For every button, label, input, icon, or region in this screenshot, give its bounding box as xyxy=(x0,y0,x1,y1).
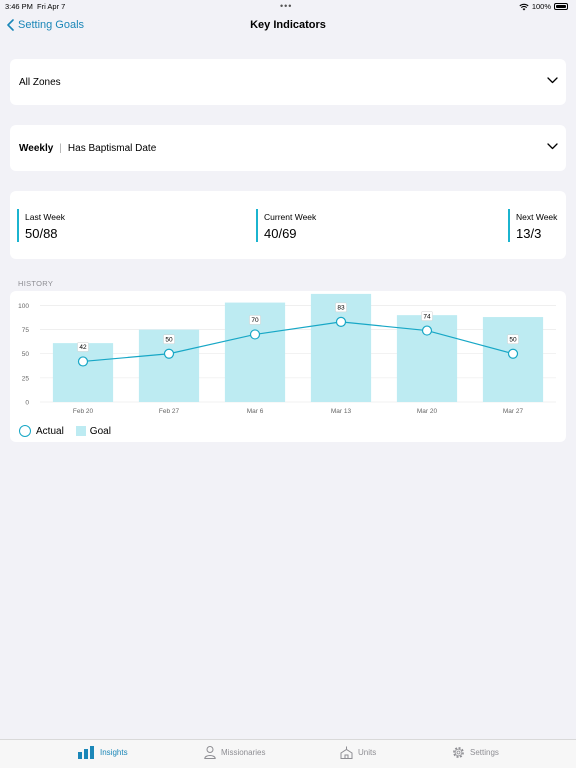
zone-dropdown-value: All Zones xyxy=(19,76,61,88)
data-label-box xyxy=(249,315,261,325)
kpi-value: 40/69 xyxy=(264,226,297,241)
y-tick-label: 75 xyxy=(22,327,30,334)
data-label: 42 xyxy=(79,344,87,351)
data-label-box xyxy=(77,342,89,352)
indicator-value: Has Baptismal Date xyxy=(67,142,157,154)
x-tick-label: Feb 20 xyxy=(73,408,94,415)
period-value: Weekly xyxy=(19,142,54,154)
tab-label: Insights xyxy=(100,748,128,757)
bar-chart-icon xyxy=(78,746,94,759)
actual-point xyxy=(77,356,89,367)
tab-units[interactable]: Units xyxy=(340,746,376,759)
actual-point xyxy=(249,329,261,340)
kpi-current-week: Current Week 40/69 xyxy=(256,209,316,242)
chevron-left-icon xyxy=(7,19,14,31)
kpi-label: Next Week xyxy=(516,212,558,222)
wifi-icon xyxy=(519,3,529,10)
battery-percent: 100% xyxy=(531,2,551,11)
tab-bar: Insights Missionaries Units Settings xyxy=(0,739,576,768)
x-tick-label: Feb 27 xyxy=(159,408,180,415)
y-tick-label: 100 xyxy=(18,303,29,310)
tab-settings[interactable]: Settings xyxy=(452,746,499,759)
status-date: Fri Apr 7 xyxy=(37,2,66,11)
kpi-value: 50/88 xyxy=(25,226,58,241)
dropdown-separator: | xyxy=(59,142,62,154)
kpi-label: Last Week xyxy=(25,212,66,222)
zone-dropdown[interactable]: All Zones xyxy=(10,59,566,105)
chart-legend: Actual Goal xyxy=(19,425,111,437)
status-time: 3:46 PM xyxy=(5,2,33,11)
data-label-box xyxy=(421,311,433,321)
actual-series-line xyxy=(82,321,514,363)
chapel-icon xyxy=(340,746,353,759)
data-label: 74 xyxy=(423,313,431,320)
person-icon xyxy=(204,746,216,759)
data-label: 83 xyxy=(337,305,345,312)
legend-goal-swatch xyxy=(75,426,86,436)
tab-missionaries[interactable]: Missionaries xyxy=(204,746,265,759)
tab-insights[interactable]: Insights xyxy=(78,746,128,759)
gear-icon xyxy=(453,747,464,758)
battery-icon xyxy=(554,3,568,10)
kpi-summary-card: Last Week 50/88 Current Week 40/69 Next … xyxy=(10,191,566,259)
legend-actual-label: Actual xyxy=(36,425,64,437)
goal-bar xyxy=(52,343,114,402)
indicator-dropdown[interactable]: Weekly | Has Baptismal Date xyxy=(10,125,566,171)
tab-label: Missionaries xyxy=(221,748,266,757)
history-section-label: HISTORY xyxy=(18,279,54,288)
kpi-value: 13/3 xyxy=(516,226,542,241)
y-tick-label: 25 xyxy=(22,375,30,382)
page-title: Key Indicators xyxy=(250,19,326,31)
kpi-label: Current Week xyxy=(264,212,317,222)
kpi-next-week: Next Week 13/3 xyxy=(508,209,557,242)
data-label-box xyxy=(507,334,519,344)
data-label-box xyxy=(163,334,175,344)
back-button-label: Setting Goals xyxy=(18,19,85,31)
y-tick-label: 0 xyxy=(25,400,29,407)
actual-point xyxy=(335,316,347,327)
history-chart-card: 0 25 50 75 100 Feb 20 Feb 27 Mar 6 Mar 13 Mar 20 M… xyxy=(10,291,566,442)
actual-point xyxy=(163,348,175,359)
status-indicators: 100% xyxy=(519,2,568,11)
goal-bar xyxy=(482,317,544,402)
x-tick-label: Mar 6 xyxy=(247,408,264,415)
x-tick-label: Mar 13 xyxy=(331,408,352,415)
chevron-down-icon xyxy=(547,77,558,84)
navigation-bar: Setting Goals Key Indicators xyxy=(0,12,576,40)
legend-actual-swatch xyxy=(19,425,31,437)
x-tick-label: Mar 20 xyxy=(417,408,438,415)
x-tick-label: Mar 27 xyxy=(503,408,524,415)
actual-point xyxy=(507,348,519,359)
actual-point xyxy=(421,325,433,336)
data-label: 70 xyxy=(251,317,259,324)
tab-label: Settings xyxy=(470,748,499,757)
kpi-last-week: Last Week 50/88 xyxy=(17,209,65,242)
legend-goal-label: Goal xyxy=(89,425,111,437)
tab-label: Units xyxy=(358,748,377,757)
multitasking-dots[interactable]: ••• xyxy=(280,1,293,11)
data-label-box xyxy=(335,302,347,313)
y-tick-label: 50 xyxy=(22,351,30,358)
chevron-down-icon xyxy=(547,143,558,150)
data-label: 50 xyxy=(165,336,173,343)
back-button[interactable]: Setting Goals xyxy=(7,19,84,31)
status-bar: 3:46 PM Fri Apr 7 ••• 100% xyxy=(0,0,576,12)
data-label: 50 xyxy=(509,336,517,343)
history-chart: 0 25 50 75 100 Feb 20 Feb 27 Mar 6 Mar 13 Mar 20 M… xyxy=(18,293,556,415)
